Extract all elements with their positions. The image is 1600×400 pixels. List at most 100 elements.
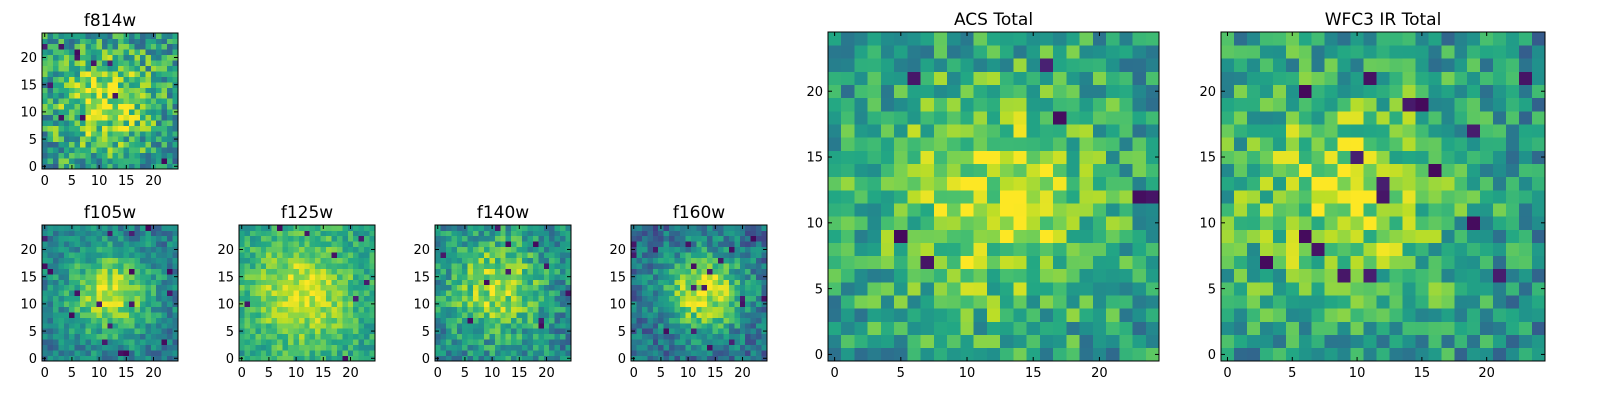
heatmap-cell xyxy=(239,306,245,313)
heatmap-cell xyxy=(522,295,528,302)
heatmap-cell xyxy=(47,322,54,329)
heatmap-cell xyxy=(80,355,86,362)
heatmap-cell xyxy=(867,137,882,151)
heatmap-cell xyxy=(467,322,474,329)
heatmap-cell xyxy=(445,230,452,237)
heatmap-cell xyxy=(1428,97,1442,112)
heatmap-cell xyxy=(445,295,452,302)
heatmap-cell xyxy=(1480,124,1494,138)
heatmap-cell xyxy=(47,312,54,318)
heatmap-cell xyxy=(973,150,988,164)
heatmap-cell xyxy=(1145,58,1160,72)
heatmap-cell xyxy=(342,246,349,253)
heatmap-cell xyxy=(336,284,343,291)
heatmap-cell xyxy=(745,268,752,275)
heatmap-cell xyxy=(42,344,48,351)
heatmap-cell xyxy=(118,328,124,335)
heatmap-cell xyxy=(63,344,70,351)
heatmap-cell xyxy=(841,97,855,112)
heatmap-cell xyxy=(1221,255,1235,270)
heatmap-cell xyxy=(167,65,173,72)
heatmap-cell xyxy=(1259,176,1274,191)
heatmap-cell xyxy=(58,328,65,335)
heatmap-cell xyxy=(107,92,114,99)
heatmap-cell xyxy=(96,71,103,77)
heatmap-cell xyxy=(326,273,332,280)
heatmap-cell xyxy=(538,268,545,275)
heatmap-cell xyxy=(641,322,648,329)
heatmap-cell xyxy=(511,306,517,313)
heatmap-cell xyxy=(489,312,496,318)
heatmap-cell xyxy=(1039,321,1054,336)
heatmap-cell xyxy=(933,334,948,349)
x-tick-label: 0 xyxy=(630,366,638,381)
heatmap-cell xyxy=(1285,110,1300,125)
heatmap-cell xyxy=(1467,334,1481,349)
heatmap-cell xyxy=(69,114,75,121)
heatmap-cell xyxy=(1106,282,1120,296)
heatmap-cell xyxy=(139,87,146,94)
heatmap-cell xyxy=(1013,150,1027,164)
heatmap-cell xyxy=(658,230,664,237)
heatmap-cell xyxy=(293,301,300,307)
heatmap-cell xyxy=(1000,347,1014,362)
heatmap-cell xyxy=(326,225,332,231)
heatmap-cell xyxy=(723,290,730,297)
heatmap-cell xyxy=(728,235,735,242)
heatmap-cell xyxy=(74,355,81,362)
heatmap-cell xyxy=(315,284,321,291)
heatmap-cell xyxy=(129,284,135,291)
heatmap-cell xyxy=(538,295,545,302)
heatmap-cells xyxy=(239,225,376,362)
heatmap-cell xyxy=(47,71,54,77)
heatmap-cell xyxy=(1363,176,1377,191)
heatmap-cell xyxy=(80,322,86,329)
heatmap-cell xyxy=(139,43,146,50)
heatmap-cell xyxy=(167,344,173,351)
heatmap-cell xyxy=(511,344,517,351)
heatmap-cell xyxy=(1441,255,1455,270)
heatmap-cell xyxy=(728,339,735,346)
heatmap-cell xyxy=(266,241,272,248)
heatmap-cell xyxy=(712,235,719,242)
heatmap-cell xyxy=(854,189,869,204)
heatmap-cell xyxy=(522,279,528,286)
heatmap-cell xyxy=(478,322,485,329)
heatmap-cell xyxy=(1454,137,1468,151)
heatmap-cell xyxy=(80,246,86,253)
heatmap-cell xyxy=(549,306,556,313)
heatmap-cell xyxy=(1350,229,1364,243)
axes-frame xyxy=(238,224,376,362)
heatmap-cell xyxy=(1246,216,1261,230)
heatmap-cell xyxy=(483,273,490,280)
heatmap-cell xyxy=(336,317,343,324)
heatmap-cell xyxy=(907,71,922,85)
y-tick-label: 0 xyxy=(29,160,37,175)
heatmap-cell xyxy=(58,43,65,50)
heatmap-cell xyxy=(287,235,294,242)
heatmap-cell xyxy=(112,333,119,340)
heatmap-cell xyxy=(933,97,948,112)
heatmap-cell xyxy=(435,344,441,351)
heatmap-cell xyxy=(462,306,468,313)
heatmap-cell xyxy=(58,295,65,302)
heatmap-cell xyxy=(854,334,869,349)
heatmap-cell xyxy=(107,322,114,329)
heatmap-cell xyxy=(63,235,70,242)
heatmap-cell xyxy=(244,317,251,324)
heatmap-cell xyxy=(58,235,65,242)
heatmap-cell xyxy=(1363,268,1377,283)
heatmap-cell xyxy=(456,312,463,318)
heatmap-cell xyxy=(867,163,882,178)
heatmap-cell xyxy=(277,230,283,237)
heatmap-cell xyxy=(467,339,474,346)
heatmap-cell xyxy=(560,263,566,269)
heatmap-cell xyxy=(440,322,447,329)
heatmap-cell xyxy=(445,312,452,318)
heatmap-cell xyxy=(74,322,81,329)
heatmap-cell xyxy=(707,328,713,335)
heatmap-cell xyxy=(933,176,948,191)
heatmap-cell xyxy=(123,312,130,318)
heatmap-cell xyxy=(320,328,327,335)
